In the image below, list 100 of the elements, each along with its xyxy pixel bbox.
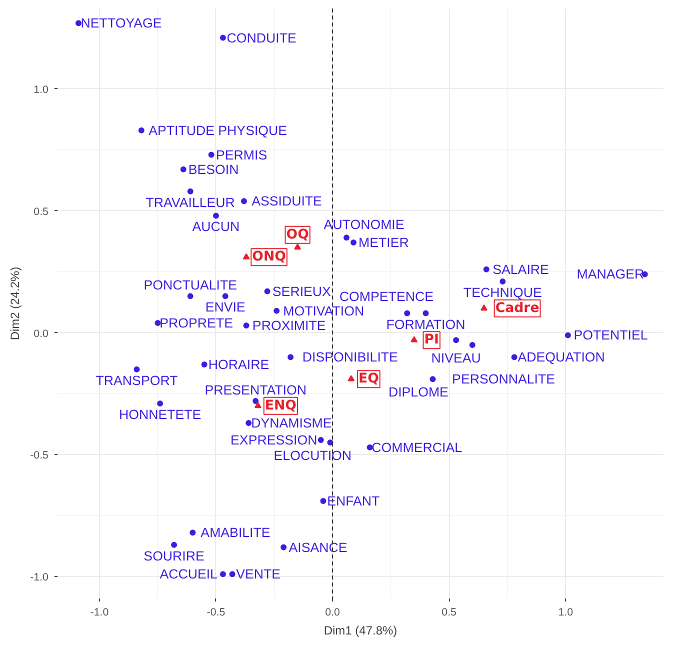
point xyxy=(243,322,250,328)
y-tick-label: 0.0 xyxy=(34,328,49,340)
point xyxy=(154,320,161,326)
annotation: OQ xyxy=(286,227,309,242)
point xyxy=(348,375,355,382)
point xyxy=(138,127,144,134)
y-tick-label: 1.0 xyxy=(34,84,49,96)
annotation: COMPETENCE xyxy=(339,289,434,304)
y-tick-label: -0.5 xyxy=(30,450,49,462)
annotation: ADEQUATION xyxy=(518,350,605,365)
x-tick-label: 0.5 xyxy=(442,606,457,618)
point xyxy=(212,212,219,219)
point xyxy=(208,152,214,158)
annotation: FORMATION xyxy=(386,316,466,332)
point xyxy=(180,166,186,172)
point xyxy=(220,34,226,41)
point xyxy=(294,243,302,250)
point xyxy=(254,402,262,408)
point xyxy=(187,293,194,300)
point xyxy=(500,278,506,285)
point xyxy=(190,530,196,536)
point xyxy=(220,571,226,578)
annotation: DISPONIBILITE xyxy=(302,350,398,365)
point xyxy=(134,366,140,372)
point xyxy=(187,188,194,194)
x-axis-title: Dim1 (47.8%) xyxy=(324,624,398,638)
point xyxy=(469,342,476,348)
annotation: NIVEAU xyxy=(431,350,481,366)
point xyxy=(274,308,280,314)
point xyxy=(242,253,250,260)
annotation: ASSIDUITE xyxy=(252,194,322,209)
y-axis-title: Dim2 (24.2%) xyxy=(8,266,22,340)
point xyxy=(483,266,490,272)
point xyxy=(344,234,350,241)
annotation: ENQ xyxy=(264,398,296,414)
annotation: COMMERCIAL xyxy=(372,440,462,455)
annotation: PRESENTATION xyxy=(204,382,306,398)
annotation: PROPRETE xyxy=(160,316,234,331)
point xyxy=(327,439,334,446)
y-tick-label: -1.0 xyxy=(30,572,49,584)
x-tick-label: -1.0 xyxy=(90,606,109,618)
annotation: MOTIVATION xyxy=(283,303,364,318)
annotation: METIER xyxy=(358,235,409,250)
annotation: VENTE xyxy=(236,566,281,582)
x-tick-label: 1.0 xyxy=(558,606,574,618)
point xyxy=(564,332,571,338)
annotation: DIPLOME xyxy=(388,384,449,400)
annotation: AUCUN xyxy=(192,219,240,234)
point xyxy=(453,337,460,344)
annotation: ENFANT xyxy=(327,493,380,508)
y-tick-label: 0.5 xyxy=(34,206,49,218)
annotation: ENVIE xyxy=(205,300,246,315)
annotation: BESOIN xyxy=(188,162,239,177)
annotation: TECHNIQUE xyxy=(463,285,542,300)
annotation: HONNETETE xyxy=(118,406,202,422)
annotation: SOURIRE xyxy=(144,548,205,564)
annotation: PONCTUALITE xyxy=(144,278,238,293)
point xyxy=(366,444,373,450)
annotation: AMABILITE xyxy=(200,525,270,540)
point xyxy=(75,20,82,26)
annotation: SERIEUX xyxy=(272,284,332,299)
point xyxy=(318,437,324,444)
x-tick-label: -0.5 xyxy=(206,606,226,618)
point xyxy=(480,304,488,311)
annotation: PROXIMITE xyxy=(252,318,326,333)
point xyxy=(511,354,518,360)
annotation: SALAIRE xyxy=(492,262,550,277)
annotation: PERSONNALITE xyxy=(452,372,556,387)
annotation: TRANSPORT xyxy=(96,372,178,388)
annotation: CONDUITE xyxy=(226,30,296,46)
point xyxy=(201,361,208,368)
annotation: AUTONOMIE xyxy=(324,217,404,232)
annotation: MANAGER xyxy=(576,266,644,282)
point xyxy=(350,240,357,246)
point xyxy=(410,336,418,342)
annotation: Cadre xyxy=(495,300,540,316)
point xyxy=(229,571,236,578)
point xyxy=(222,293,228,300)
annotation: PERMIS xyxy=(216,147,268,162)
point xyxy=(288,354,294,360)
annotation: APTITUDE PHYSIQUE xyxy=(148,122,288,138)
point xyxy=(264,288,270,294)
point xyxy=(280,544,287,550)
point xyxy=(157,400,164,406)
point xyxy=(404,310,410,316)
annotation: AISANCE xyxy=(288,540,348,555)
annotation: EXPRESSION xyxy=(230,432,318,448)
annotation: EQ xyxy=(358,372,379,387)
annotation: NETTOYAGE xyxy=(80,16,162,31)
annotation: HORAIRE xyxy=(208,356,270,372)
annotation: DYNAMISME xyxy=(251,415,332,430)
annotation: PI xyxy=(424,332,439,348)
point xyxy=(252,398,259,404)
point xyxy=(320,498,326,504)
point xyxy=(246,420,252,426)
annotation: TRAVAILLEUR xyxy=(146,194,235,210)
annotation: ONQ xyxy=(252,250,286,265)
point xyxy=(240,198,247,204)
point xyxy=(422,310,429,316)
annotation: ELOCUTION xyxy=(274,448,352,463)
